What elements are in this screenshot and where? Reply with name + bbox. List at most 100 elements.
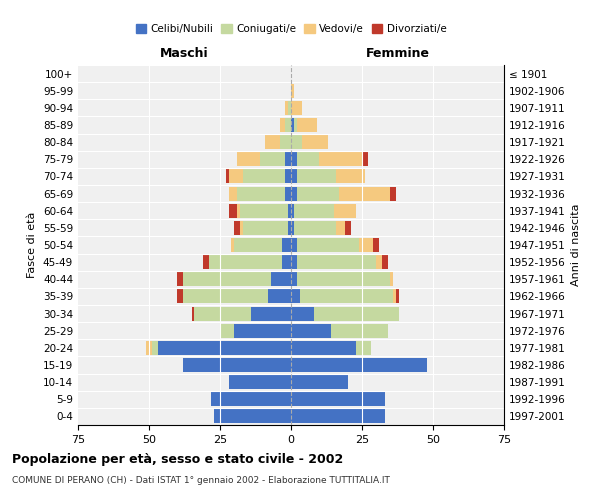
Bar [229, 186, 237, 200]
Bar [294, 221, 337, 235]
Bar [296, 238, 359, 252]
Bar [229, 204, 237, 218]
Bar [291, 84, 294, 98]
Bar [194, 306, 251, 320]
Bar [291, 135, 302, 149]
Text: Maschi: Maschi [160, 47, 209, 60]
Bar [226, 170, 229, 183]
Bar [291, 221, 294, 235]
Bar [288, 204, 291, 218]
Bar [243, 170, 286, 183]
Text: Popolazione per età, sesso e stato civile - 2002: Popolazione per età, sesso e stato civil… [12, 452, 343, 466]
Bar [283, 238, 291, 252]
Bar [234, 221, 240, 235]
Bar [291, 118, 294, 132]
Bar [393, 290, 396, 304]
Bar [280, 135, 291, 149]
Bar [291, 358, 427, 372]
Bar [286, 118, 291, 132]
Bar [391, 272, 393, 286]
Bar [243, 221, 288, 235]
Bar [291, 290, 299, 304]
Bar [396, 290, 399, 304]
Bar [356, 341, 371, 355]
Bar [291, 255, 296, 269]
Bar [382, 255, 388, 269]
Bar [294, 118, 296, 132]
Bar [191, 306, 194, 320]
Bar [391, 186, 396, 200]
Bar [234, 324, 291, 338]
Bar [373, 238, 379, 252]
Bar [294, 204, 334, 218]
Bar [183, 272, 271, 286]
Bar [178, 272, 183, 286]
Bar [288, 221, 291, 235]
Bar [232, 238, 234, 252]
Bar [291, 341, 356, 355]
Bar [280, 118, 286, 132]
Y-axis label: Fasce di età: Fasce di età [28, 212, 37, 278]
Bar [339, 186, 391, 200]
Bar [296, 170, 337, 183]
Bar [283, 255, 291, 269]
Bar [237, 186, 286, 200]
Bar [146, 341, 152, 355]
Bar [234, 238, 283, 252]
Bar [345, 221, 350, 235]
Bar [334, 204, 356, 218]
Bar [291, 152, 296, 166]
Bar [291, 238, 296, 252]
Bar [237, 152, 260, 166]
Bar [291, 101, 302, 115]
Bar [314, 306, 399, 320]
Bar [296, 186, 339, 200]
Bar [296, 152, 319, 166]
Bar [183, 358, 291, 372]
Bar [240, 221, 243, 235]
Bar [296, 255, 376, 269]
Bar [302, 135, 328, 149]
Bar [203, 255, 209, 269]
Bar [251, 306, 291, 320]
Bar [240, 204, 288, 218]
Y-axis label: Anni di nascita: Anni di nascita [571, 204, 581, 286]
Bar [299, 290, 393, 304]
Bar [291, 272, 296, 286]
Bar [291, 204, 294, 218]
Bar [152, 341, 158, 355]
Bar [291, 306, 314, 320]
Bar [291, 375, 348, 389]
Bar [288, 101, 291, 115]
Bar [211, 392, 291, 406]
Bar [260, 152, 286, 166]
Bar [178, 290, 183, 304]
Bar [286, 170, 291, 183]
Bar [271, 272, 291, 286]
Bar [229, 170, 243, 183]
Bar [296, 272, 391, 286]
Bar [331, 324, 388, 338]
Bar [291, 186, 296, 200]
Bar [209, 255, 283, 269]
Bar [362, 152, 368, 166]
Bar [376, 255, 382, 269]
Bar [337, 170, 365, 183]
Bar [237, 204, 240, 218]
Bar [359, 238, 373, 252]
Bar [337, 221, 345, 235]
Text: COMUNE DI PERANO (CH) - Dati ISTAT 1° gennaio 2002 - Elaborazione TUTTITALIA.IT: COMUNE DI PERANO (CH) - Dati ISTAT 1° ge… [12, 476, 390, 485]
Bar [286, 152, 291, 166]
Bar [291, 170, 296, 183]
Bar [296, 118, 317, 132]
Bar [291, 410, 385, 424]
Legend: Celibi/Nubili, Coniugati/e, Vedovi/e, Divorziati/e: Celibi/Nubili, Coniugati/e, Vedovi/e, Di… [131, 20, 451, 38]
Bar [229, 375, 291, 389]
Bar [291, 392, 385, 406]
Bar [183, 290, 268, 304]
Bar [286, 186, 291, 200]
Bar [291, 324, 331, 338]
Text: Femmine: Femmine [365, 47, 430, 60]
Bar [286, 101, 288, 115]
Bar [268, 290, 291, 304]
